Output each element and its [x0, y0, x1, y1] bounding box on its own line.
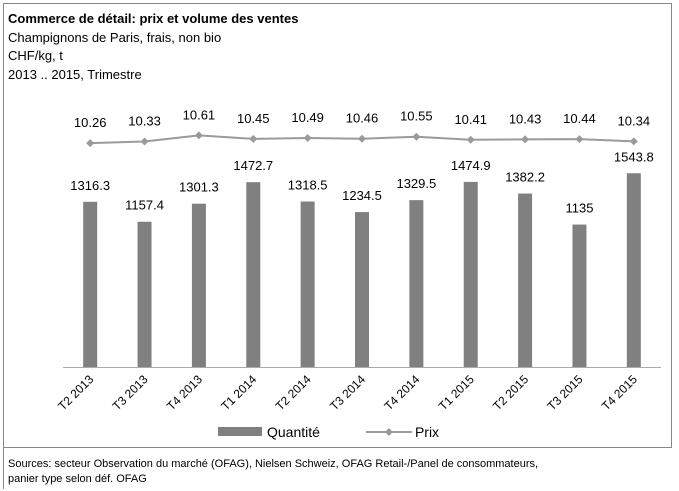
x-tick-label: T1 2014 — [218, 372, 259, 413]
marker — [303, 134, 312, 143]
bar — [191, 203, 206, 367]
marker — [358, 134, 366, 143]
data-label: 1329.5 — [396, 176, 436, 191]
marker — [521, 135, 530, 144]
x-tick-label: T4 2013 — [164, 372, 205, 413]
chart-frame — [3, 3, 672, 448]
x-tick-label: T2 2013 — [55, 372, 96, 413]
data-label: 1157.4 — [125, 198, 164, 213]
data-label: 1135 — [565, 201, 593, 216]
data-label: 1543.8 — [614, 149, 654, 164]
data-label: 10.26 — [74, 115, 107, 130]
data-label: 10.43 — [509, 111, 542, 126]
bar — [409, 200, 424, 367]
x-tick-label: T3 2015 — [545, 372, 586, 413]
bar — [137, 221, 152, 367]
legend-label: Prix — [415, 424, 439, 440]
marker — [140, 137, 149, 146]
bar — [463, 181, 478, 367]
data-label: 10.44 — [563, 111, 596, 126]
subtitle: 2013 .. 2015, Trimestre — [8, 67, 142, 82]
marker — [194, 131, 203, 140]
bar — [518, 193, 533, 367]
x-tick-label: T1 2015 — [436, 372, 477, 413]
data-label: 10.49 — [291, 110, 324, 125]
source: Sources: secteur Observation du marché (… — [8, 458, 538, 470]
marker — [86, 139, 95, 148]
x-tick-label: T3 2014 — [327, 372, 368, 413]
data-label: 1318.5 — [288, 178, 328, 193]
data-label: 1472.7 — [233, 158, 273, 173]
legend-marker — [384, 428, 393, 436]
x-tick-label: T3 2013 — [110, 372, 151, 413]
x-tick-label: T2 2014 — [273, 372, 314, 413]
data-label: 1301.3 — [179, 180, 219, 195]
x-tick-label: T4 2014 — [381, 372, 422, 413]
legend-swatch — [218, 427, 262, 436]
marker — [412, 132, 421, 141]
x-tick-label: T2 2015 — [490, 372, 531, 413]
bar — [355, 212, 369, 367]
subtitle: CHF/kg, t — [8, 48, 63, 63]
data-label: 1474.9 — [451, 158, 491, 173]
x-tick-label: T4 2015 — [599, 372, 640, 413]
marker — [466, 135, 475, 144]
subtitle: Champignons de Paris, frais, non bio — [8, 30, 221, 45]
bar — [246, 182, 261, 367]
data-label: 10.45 — [237, 111, 270, 126]
bar — [572, 224, 587, 367]
legend-label: Quantité — [267, 424, 320, 440]
data-label: 10.41 — [454, 112, 487, 127]
data-label: 1234.5 — [342, 188, 382, 203]
data-label: 1316.3 — [70, 178, 110, 193]
bar — [83, 201, 98, 367]
data-label: 10.55 — [400, 109, 433, 124]
data-label: 10.33 — [128, 114, 161, 129]
bar — [626, 173, 641, 367]
marker — [575, 135, 584, 144]
data-label: 10.46 — [346, 111, 379, 126]
data-label: 10.61 — [183, 107, 216, 122]
data-label: 1382.2 — [505, 170, 545, 185]
chart-title: Commerce de détail: prix et volume des v… — [8, 11, 298, 26]
data-label: 10.34 — [618, 113, 651, 128]
marker — [629, 137, 638, 146]
bar — [300, 201, 315, 367]
source: panier type selon déf. OFAG — [8, 473, 147, 485]
marker — [249, 134, 258, 143]
